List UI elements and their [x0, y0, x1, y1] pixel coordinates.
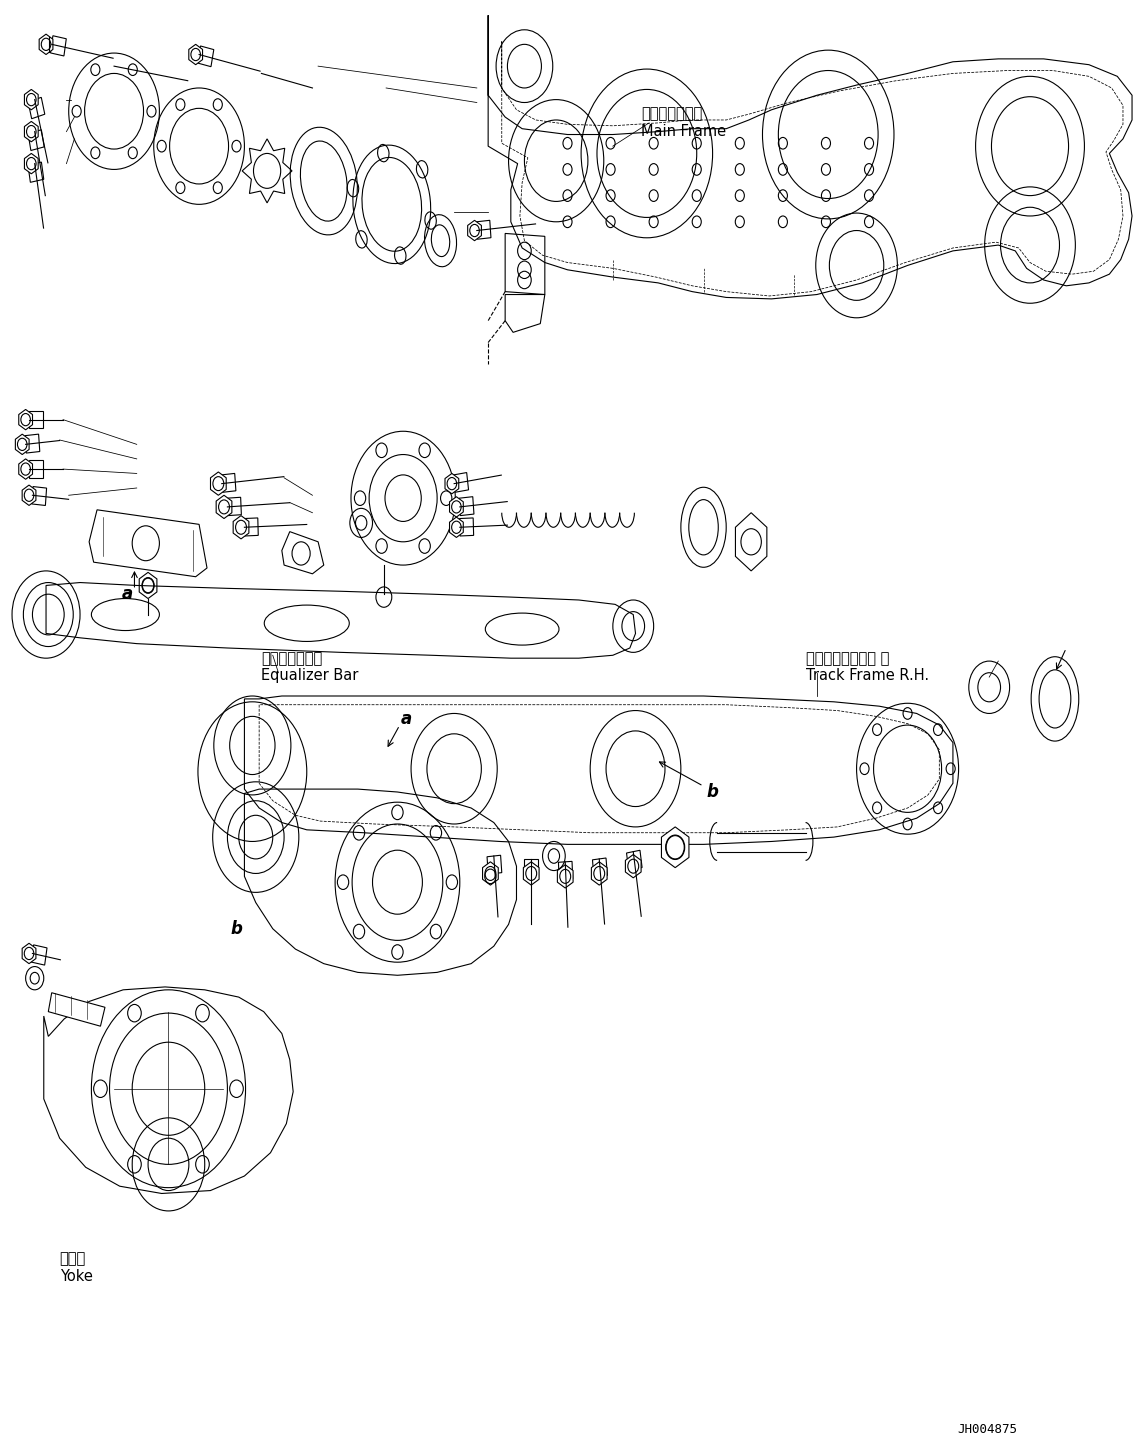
Polygon shape — [25, 153, 39, 173]
Polygon shape — [197, 47, 213, 67]
Polygon shape — [16, 434, 30, 454]
Polygon shape — [233, 515, 249, 539]
Polygon shape — [25, 434, 40, 453]
Polygon shape — [591, 862, 607, 885]
Polygon shape — [477, 220, 491, 239]
Text: Yoke: Yoke — [60, 1268, 93, 1284]
Polygon shape — [188, 44, 202, 64]
Text: b: b — [230, 920, 243, 938]
Polygon shape — [32, 945, 47, 965]
Text: イコライザバー: イコライザバー — [261, 651, 322, 665]
Polygon shape — [216, 495, 232, 518]
Polygon shape — [482, 862, 498, 885]
Polygon shape — [221, 473, 236, 492]
Polygon shape — [524, 859, 538, 877]
Polygon shape — [25, 121, 39, 141]
Polygon shape — [453, 473, 469, 492]
Polygon shape — [523, 862, 539, 885]
Polygon shape — [19, 459, 33, 479]
Polygon shape — [449, 496, 463, 517]
Polygon shape — [662, 827, 689, 868]
Text: a: a — [401, 711, 412, 728]
Polygon shape — [40, 33, 53, 54]
Polygon shape — [627, 850, 642, 871]
Text: ヨーク: ヨーク — [60, 1252, 86, 1267]
Text: トラックフレーム 右: トラックフレーム 右 — [806, 651, 889, 665]
Text: Equalizer Bar: Equalizer Bar — [261, 668, 359, 683]
Polygon shape — [28, 130, 44, 150]
Polygon shape — [625, 855, 641, 878]
Polygon shape — [30, 460, 43, 478]
Polygon shape — [28, 162, 44, 182]
Polygon shape — [468, 220, 481, 240]
Polygon shape — [23, 485, 36, 505]
Polygon shape — [487, 855, 502, 874]
Polygon shape — [445, 473, 459, 494]
Polygon shape — [51, 36, 66, 55]
Polygon shape — [23, 943, 36, 964]
Text: JH004875: JH004875 — [957, 1423, 1017, 1436]
Polygon shape — [449, 517, 463, 537]
Polygon shape — [460, 518, 473, 536]
Polygon shape — [592, 858, 607, 877]
Polygon shape — [28, 98, 44, 119]
Polygon shape — [735, 513, 767, 571]
Text: メインフレーム: メインフレーム — [641, 106, 703, 122]
Polygon shape — [140, 572, 157, 598]
Polygon shape — [558, 862, 573, 879]
Polygon shape — [227, 498, 242, 515]
Text: Main Frame: Main Frame — [641, 124, 726, 140]
Polygon shape — [19, 409, 33, 430]
Polygon shape — [460, 496, 474, 515]
Polygon shape — [30, 411, 43, 428]
Polygon shape — [32, 486, 47, 505]
Polygon shape — [25, 89, 39, 109]
Text: a: a — [123, 585, 133, 603]
Polygon shape — [210, 472, 226, 495]
Polygon shape — [557, 865, 573, 888]
Text: Track Frame R.H.: Track Frame R.H. — [806, 668, 928, 683]
Polygon shape — [49, 993, 104, 1026]
Polygon shape — [244, 518, 259, 536]
Text: b: b — [707, 783, 718, 801]
